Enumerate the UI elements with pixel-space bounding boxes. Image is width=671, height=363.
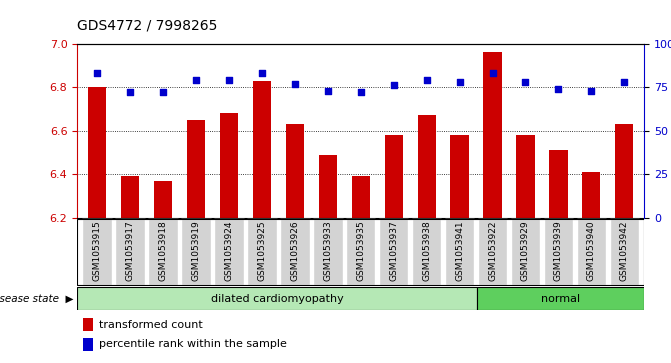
Bar (384, 135, 403, 218)
Bar (379, 219, 409, 285)
Bar (154, 181, 172, 218)
Bar (83, 318, 93, 331)
Text: GSM1053924: GSM1053924 (224, 221, 234, 281)
Point (487, 70, 498, 76)
Text: GDS4772 / 7998265: GDS4772 / 7998265 (77, 19, 217, 33)
Point (619, 79, 630, 85)
Bar (319, 155, 337, 218)
Text: GSM1053941: GSM1053941 (455, 221, 464, 281)
Point (289, 81, 300, 86)
Bar (352, 176, 370, 218)
Bar (417, 115, 435, 218)
Text: GSM1053937: GSM1053937 (389, 221, 398, 281)
Text: GSM1053929: GSM1053929 (521, 221, 530, 281)
Text: GSM1053919: GSM1053919 (191, 221, 201, 281)
Bar (582, 172, 601, 218)
Point (421, 77, 432, 83)
Text: GSM1053939: GSM1053939 (554, 221, 563, 281)
Bar (115, 219, 145, 285)
Bar (544, 219, 573, 285)
Bar (478, 219, 507, 285)
Point (322, 88, 333, 94)
Text: GSM1053918: GSM1053918 (158, 221, 167, 281)
Point (454, 79, 465, 85)
Text: normal: normal (541, 294, 580, 303)
Bar (412, 219, 442, 285)
Bar (148, 219, 178, 285)
Bar (450, 135, 468, 218)
Bar (313, 219, 342, 285)
Bar (253, 81, 271, 218)
Text: GSM1053917: GSM1053917 (125, 221, 134, 281)
Point (389, 82, 399, 88)
Text: transformed count: transformed count (99, 320, 203, 330)
Point (191, 77, 201, 83)
Bar (445, 219, 474, 285)
Bar (286, 124, 304, 218)
Point (356, 89, 366, 95)
Bar (484, 52, 502, 218)
Bar (121, 176, 139, 218)
Bar (77, 287, 477, 310)
Text: GSM1053942: GSM1053942 (620, 221, 629, 281)
Point (125, 89, 136, 95)
Text: percentile rank within the sample: percentile rank within the sample (99, 339, 287, 350)
Bar (219, 113, 238, 218)
Bar (280, 219, 309, 285)
Text: GSM1053935: GSM1053935 (356, 221, 365, 281)
Bar (609, 219, 639, 285)
Point (553, 86, 564, 92)
Bar (550, 150, 568, 218)
Bar (615, 124, 633, 218)
Bar (511, 219, 540, 285)
Text: GSM1053922: GSM1053922 (488, 221, 497, 281)
Bar (346, 219, 376, 285)
Text: GSM1053940: GSM1053940 (587, 221, 596, 281)
Bar (517, 135, 535, 218)
Text: GSM1053938: GSM1053938 (422, 221, 431, 281)
Bar (83, 338, 93, 351)
Bar (88, 87, 106, 218)
Text: disease state  ▶: disease state ▶ (0, 294, 74, 303)
Point (256, 70, 267, 76)
Point (91, 70, 102, 76)
Point (158, 89, 168, 95)
Bar (477, 287, 644, 310)
Bar (187, 120, 205, 218)
Bar (576, 219, 607, 285)
Point (520, 79, 531, 85)
Point (586, 88, 597, 94)
Text: GSM1053926: GSM1053926 (291, 221, 299, 281)
Text: GSM1053915: GSM1053915 (93, 221, 101, 281)
Bar (181, 219, 211, 285)
Bar (247, 219, 276, 285)
Text: dilated cardiomyopathy: dilated cardiomyopathy (211, 294, 344, 303)
Text: GSM1053925: GSM1053925 (257, 221, 266, 281)
Point (223, 77, 234, 83)
Bar (82, 219, 112, 285)
Text: GSM1053933: GSM1053933 (323, 221, 332, 281)
Bar (214, 219, 244, 285)
